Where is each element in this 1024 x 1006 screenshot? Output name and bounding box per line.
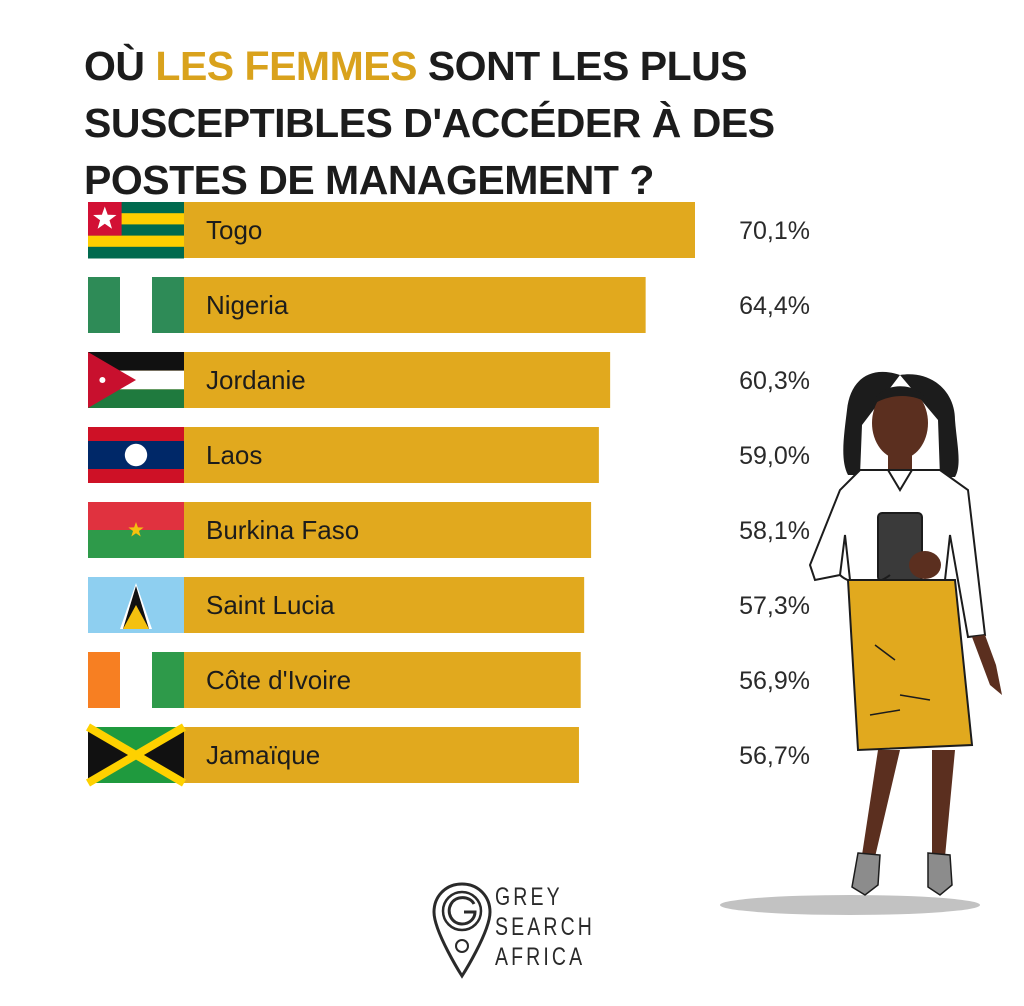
burkina-faso-flag-icon [88,502,184,558]
saint-lucia-flag-icon [88,577,184,633]
logo-text: GREY SEARCH AFRICA [495,882,595,972]
category-label: Burkina Faso [206,515,359,545]
category-label: Togo [206,215,262,245]
category-label: Jamaïque [206,740,320,770]
value-label: 57,3% [739,592,810,620]
title-highlight: LES FEMMES [155,43,417,89]
logo-line-2: SEARCH [495,913,595,941]
value-label: 64,4% [739,292,810,320]
value-label: 70,1% [739,217,810,245]
businesswoman-illustration [720,371,1002,915]
value-label: 58,1% [739,517,810,545]
jordan-flag-icon [88,352,184,408]
title-part-1: OÙ [84,43,156,89]
category-label: Côte d'Ivoire [206,665,351,695]
category-label: Saint Lucia [206,590,335,620]
nigeria-flag-icon [88,277,184,333]
grey-search-africa-logo [432,882,492,979]
laos-flag-icon [88,427,184,483]
category-label: Nigeria [206,290,289,320]
logo-line-1: GREY [495,883,563,911]
jamaica-flag-icon [85,723,187,787]
category-label: Jordanie [206,365,306,395]
value-label: 60,3% [739,367,810,395]
cote-divoire-flag-icon [88,652,184,708]
location-pin-icon [432,882,492,979]
category-label: Laos [206,440,262,470]
logo-line-3: AFRICA [495,943,586,971]
value-label: 56,7% [739,742,810,770]
togo-flag-icon [88,202,184,259]
bar-togo [88,202,695,258]
chart-title: OÙ LES FEMMES SONT LES PLUS SUSCEPTIBLES… [84,38,804,209]
value-label: 56,9% [739,667,810,695]
title-part-2: SONT LES PLUS SUSCEPTIBLES D'ACCÉDER À D… [84,43,775,203]
value-label: 59,0% [739,442,810,470]
